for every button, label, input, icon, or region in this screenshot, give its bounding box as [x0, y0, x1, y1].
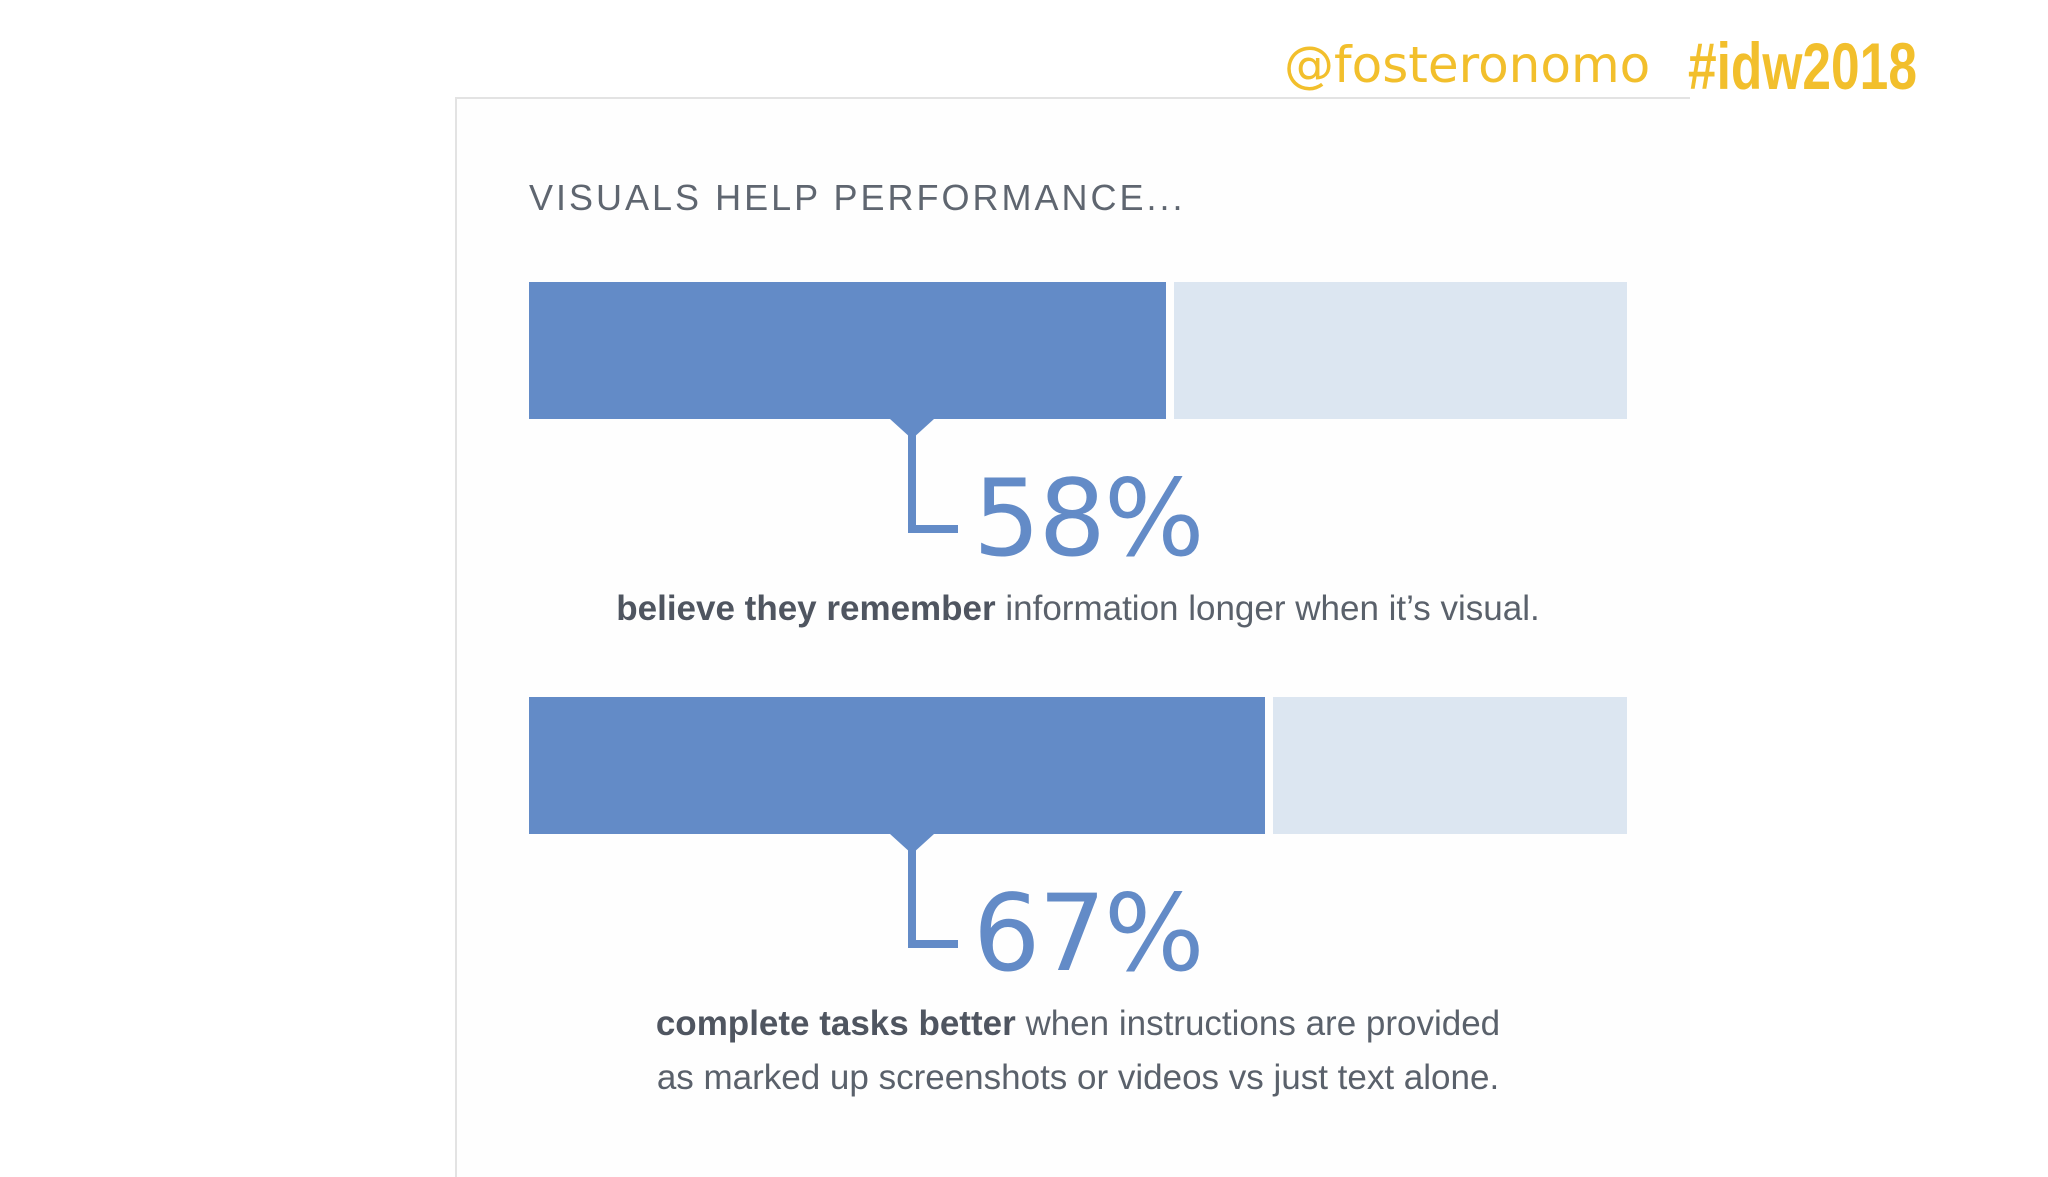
stat-bar-2	[529, 697, 1627, 948]
stat-caption-1: believe they remember information longer…	[529, 582, 1627, 636]
stat-caption-2: complete tasks better when instructions …	[529, 997, 1627, 1105]
event-hashtag: #idw2018	[1688, 29, 1917, 103]
infographic-card: VISUALS HELP PERFORMANCE... 58% believe …	[455, 97, 1690, 1177]
bar-connector-1	[908, 433, 958, 533]
stat-bar-1	[529, 282, 1627, 533]
bar-fill-2	[529, 697, 1265, 834]
bar-track-2	[1273, 697, 1627, 834]
twitter-handle: @fosteronomo	[1284, 36, 1651, 94]
card-heading: VISUALS HELP PERFORMANCE...	[529, 177, 1186, 218]
stat-caption-1-bold: believe they remember	[616, 589, 996, 628]
stat-caption-2-text: when instructions are provided as marked…	[656, 1004, 1501, 1097]
bar-pointer-2	[890, 834, 934, 854]
bar-connector-2	[908, 848, 958, 948]
stat-block-1: 58% believe they remember information lo…	[529, 282, 1627, 652]
stat-block-2: 67% complete tasks better when instructi…	[529, 697, 1627, 1117]
stat-percent-2: 67%	[973, 872, 1205, 995]
bar-pointer-1	[890, 419, 934, 439]
stat-caption-1-text: information longer when it’s visual.	[995, 589, 1540, 628]
bar-fill-1	[529, 282, 1166, 419]
bar-track-1	[1174, 282, 1627, 419]
stat-caption-2-bold: complete tasks better	[655, 1004, 1016, 1043]
stat-percent-1: 58%	[973, 457, 1205, 580]
